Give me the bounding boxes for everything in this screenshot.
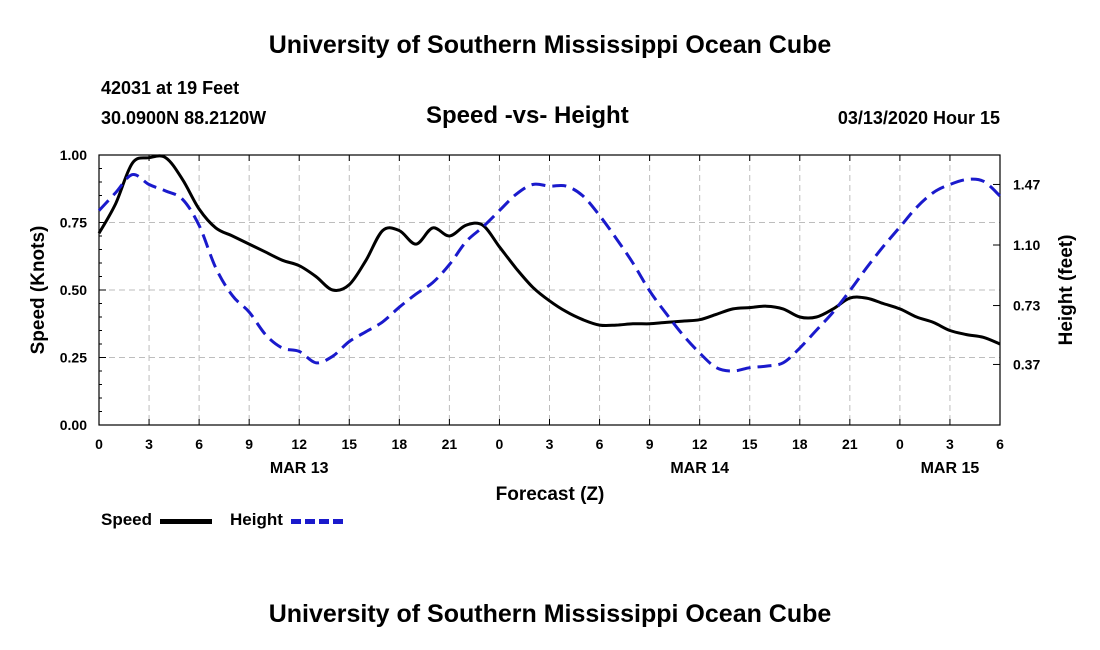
y2-tick-label: 1.10: [1013, 237, 1040, 253]
x-tick-label: 3: [946, 436, 954, 452]
x-tick-label: 21: [442, 436, 458, 452]
x-tick-label: 18: [792, 436, 808, 452]
x-tick-label: 12: [692, 436, 708, 452]
chart-subtitle: Speed -vs- Height: [426, 102, 629, 129]
x-tick-label: 6: [195, 436, 203, 452]
page-title-top: University of Southern Mississippi Ocean…: [268, 31, 832, 59]
x-tick-label: 3: [546, 436, 554, 452]
y-tick-label: 0.25: [60, 350, 87, 366]
page-title-bottom: University of Southern Mississippi Ocean…: [268, 600, 832, 628]
x-tick-label: 0: [496, 436, 504, 452]
x-tick-label: 15: [341, 436, 357, 452]
x-axis-label: Forecast (Z): [496, 484, 605, 505]
date-label: MAR 14: [670, 460, 729, 477]
x-tick-label: 9: [646, 436, 654, 452]
height-series-line: [97, 173, 1002, 373]
y2-tick-label: 0.37: [1013, 356, 1040, 372]
y-tick-label: 0.00: [60, 417, 87, 433]
y-tick-label: 0.50: [60, 282, 87, 298]
x-tick-label: 6: [596, 436, 604, 452]
grid-lines: [99, 155, 1000, 425]
y-tick-label: 1.00: [60, 147, 87, 163]
legend-height-label: Height: [230, 510, 283, 529]
x-tick-label: 21: [842, 436, 858, 452]
y-axis-label: Speed (Knots): [28, 226, 49, 355]
legend-speed-label: Speed: [101, 510, 153, 529]
x-tick-label: 0: [95, 436, 103, 452]
legend-height-line: [291, 519, 343, 524]
x-tick-label: 9: [245, 436, 253, 452]
speed-series-line: [97, 154, 1001, 346]
x-tick-label: 12: [291, 436, 307, 452]
x-tick-label: 3: [145, 436, 153, 452]
station-label: 42031 at 19 Feet: [101, 78, 240, 98]
x-tick-label: 18: [392, 436, 408, 452]
y2-tick-label: 0.73: [1013, 298, 1040, 314]
date-label: MAR 15: [921, 460, 980, 477]
legend-speed-line: [160, 519, 212, 524]
series-lines: [97, 154, 1002, 373]
y-tick-label: 0.75: [60, 215, 87, 231]
axis-ticks: 0 3 6 9 12 15 18 21 0 3 6 9 12 15 18 21 0 3 6 MAR 13 MAR 14 M…: [60, 147, 1041, 477]
y2-axis-label: Height (feet): [1056, 235, 1077, 346]
x-tick-label: 0: [896, 436, 904, 452]
y2-tick-label: 1.47: [1013, 176, 1040, 192]
date-hour-label: 03/13/2020 Hour 15: [837, 108, 1000, 128]
x-tick-label: 6: [996, 436, 1004, 452]
date-label: MAR 13: [270, 460, 329, 477]
coordinates-label: 30.0900N 88.2120W: [101, 108, 267, 128]
x-tick-label: 15: [742, 436, 758, 452]
